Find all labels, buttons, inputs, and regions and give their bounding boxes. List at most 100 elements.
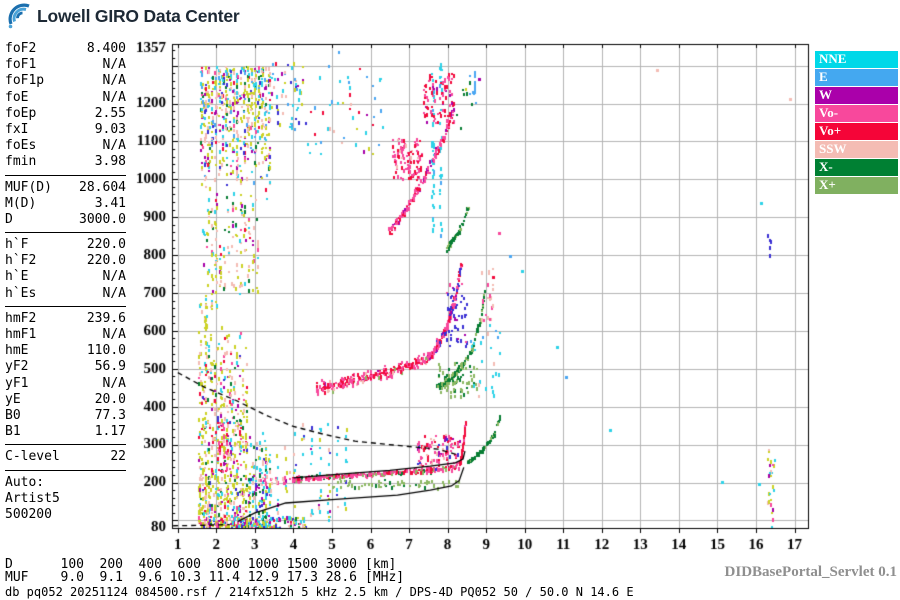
param-value: 220.0 [86, 237, 126, 253]
param-label: foEp [5, 105, 37, 121]
servlet-version: DIDBasePortal_Servlet 0.1 [724, 564, 897, 580]
file-info: db pq052 20251124 084500.rsf / 214fx512h… [5, 585, 634, 599]
param-value: 77.3 [94, 407, 126, 423]
param-value: 3.41 [94, 195, 126, 211]
param-label: Artist5 [5, 490, 60, 506]
footer-cell: 9.0 [60, 570, 84, 585]
param-row: Auto: [5, 475, 126, 491]
param-row: foEp 2.55 [5, 106, 126, 122]
param-value: 1.17 [94, 424, 126, 440]
parameter-panel: foF2 8.400 foF1 N/A foF1p N/A foE N/A foEp 2.55 fx… [5, 41, 126, 523]
lowell-giro-logo: Lowell GIRO Data Center [6, 3, 240, 29]
param-row: foE N/A [5, 90, 126, 106]
param-label: foEs [5, 138, 37, 154]
param-value: N/A [102, 285, 126, 301]
param-value: 220.0 [86, 253, 126, 269]
legend-item-vo: Vo- [815, 105, 898, 122]
param-label: yF2 [5, 359, 29, 375]
param-row: B0 77.3 [5, 408, 126, 424]
param-label: 500200 [5, 506, 52, 522]
legend-item-ssw: SSW [815, 141, 898, 158]
param-value: 28.604 [79, 179, 126, 195]
param-value: 22 [110, 449, 126, 465]
param-label: D [5, 211, 13, 227]
param-value: N/A [102, 327, 126, 342]
param-row: fxI 9.03 [5, 122, 126, 138]
param-row: 500200 [5, 507, 126, 523]
legend-item-e: E [815, 69, 898, 86]
footer-unit: [km] [365, 557, 397, 572]
param-value: 3.98 [94, 154, 126, 170]
legend-item-x: X+ [815, 177, 898, 194]
muf-row: MUF 9.0 9.1 9.6 10.3 11.4 12.9 17.3 28.6 [MHz] [5, 570, 404, 585]
param-label: Auto: [5, 474, 45, 490]
footer-cell: 9.1 [99, 570, 123, 585]
param-label: B1 [5, 424, 21, 440]
footer-cell: 12.9 [247, 570, 279, 585]
footer-unit: [MHz] [365, 570, 405, 585]
param-label: foF2 [5, 41, 37, 56]
param-row: hmF1 N/A [5, 327, 126, 343]
param-label: foF1p [5, 73, 45, 89]
legend-item-nne: NNE [815, 51, 898, 68]
param-row: foF1p N/A [5, 73, 126, 89]
param-label: hmE [5, 343, 29, 359]
ionogram-canvas [130, 30, 820, 558]
param-row: hmF2 239.6 [5, 311, 126, 327]
param-group-divider [5, 469, 126, 471]
param-row: yF1 N/A [5, 376, 126, 392]
param-value: 239.6 [86, 310, 126, 326]
param-value: 9.03 [94, 121, 126, 137]
param-value: N/A [102, 375, 126, 391]
param-label: h`F [5, 237, 29, 253]
param-row: yF2 56.9 [5, 359, 126, 375]
param-label: fmin [5, 154, 37, 170]
param-label: yF1 [5, 375, 29, 391]
param-value: N/A [102, 73, 126, 89]
footer-cell: 1500 [286, 557, 318, 572]
footer-cell: 10.3 [169, 570, 201, 585]
param-label: B0 [5, 407, 21, 423]
param-group-divider [5, 444, 126, 446]
param-label: fxI [5, 121, 29, 137]
param-label: hmF2 [5, 310, 37, 326]
distance-row: D 100 200 400 600 800 1000 1500 3000 [km] [5, 557, 396, 572]
param-row: h`F2 220.0 [5, 253, 126, 269]
footer-row-label: D [5, 557, 13, 572]
param-row: Artist5 [5, 491, 126, 507]
footer-cell: 28.6 [325, 570, 357, 585]
param-row: foF1 N/A [5, 57, 126, 73]
param-group-divider [5, 305, 126, 307]
footer-cell: 17.3 [286, 570, 318, 585]
footer-cell: 9.6 [138, 570, 162, 585]
legend-item-vo: Vo+ [815, 123, 898, 140]
param-group-divider [5, 174, 126, 176]
param-row: foEs N/A [5, 138, 126, 154]
param-row: fmin 3.98 [5, 154, 126, 170]
footer-cell: 200 [99, 557, 123, 572]
footer-cell: 600 [177, 557, 201, 572]
param-row: h`E N/A [5, 269, 126, 285]
param-row: C-level 22 [5, 449, 126, 465]
footer-row-label: MUF [5, 570, 29, 585]
param-label: MUF(D) [5, 179, 52, 195]
param-row: h`Es N/A [5, 286, 126, 302]
param-row: yE 20.0 [5, 392, 126, 408]
direction-legend: NNE E W Vo- Vo+ SSW X- X+ [815, 51, 898, 195]
footer-cell: 11.4 [208, 570, 240, 585]
footer-cell: 800 [216, 557, 240, 572]
param-row: D 3000.0 [5, 212, 126, 228]
param-value: N/A [102, 269, 126, 285]
param-value: 110.0 [86, 343, 126, 359]
legend-item-w: W [815, 87, 898, 104]
param-row: hmE 110.0 [5, 343, 126, 359]
giro-wave-icon [8, 3, 30, 29]
param-row: h`F 220.0 [5, 237, 126, 253]
param-value: 56.9 [94, 359, 126, 375]
param-value: N/A [102, 89, 126, 105]
param-label: h`E [5, 269, 29, 285]
param-value: 8.400 [86, 41, 126, 56]
param-label: hmF1 [5, 327, 37, 342]
footer-cell: 3000 [325, 557, 357, 572]
